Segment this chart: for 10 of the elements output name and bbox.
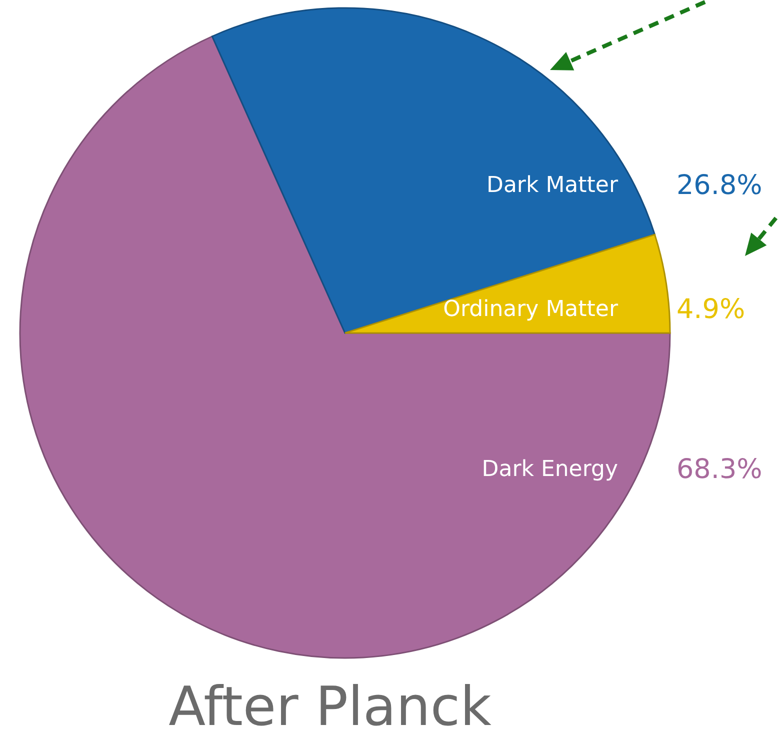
slice-label: Dark Matter	[486, 173, 619, 198]
data-label: 68.3%	[676, 454, 762, 486]
pie-slice	[19, 36, 671, 658]
data-label: 4.9%	[676, 294, 746, 326]
text: After Planck	[168, 675, 492, 733]
pie-slice	[344, 234, 671, 334]
data-label: 26.8%	[676, 170, 762, 201]
slice-label: Ordinary Matter	[443, 297, 619, 322]
slice-label: Dark Energy	[482, 457, 618, 482]
pie-slice	[211, 7, 656, 334]
